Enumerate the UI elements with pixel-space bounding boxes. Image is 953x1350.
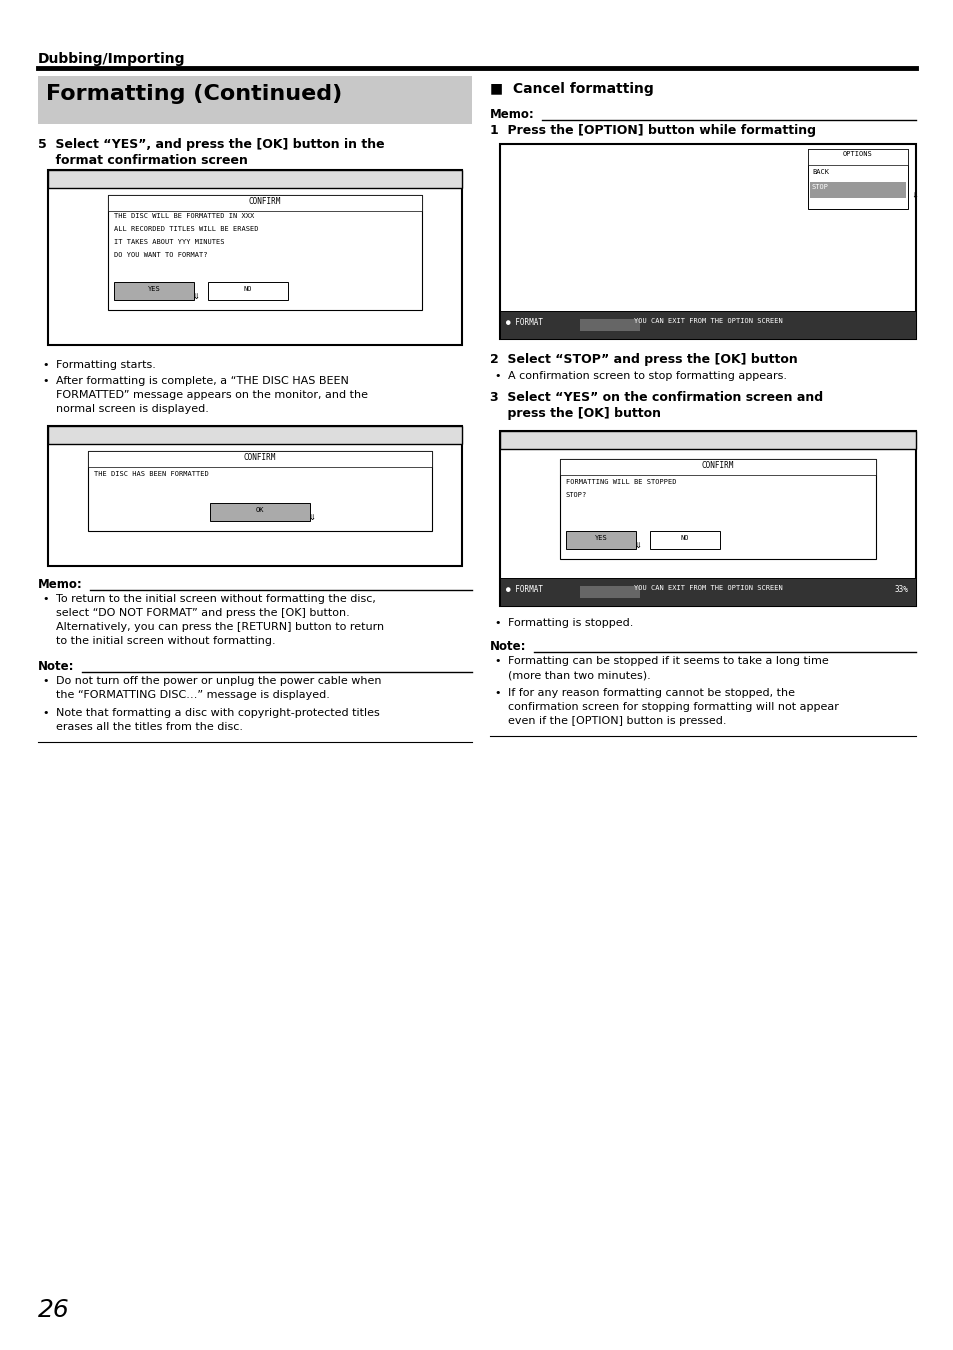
Text: ● FORMAT: ● FORMAT: [505, 585, 542, 594]
Text: THE DISC HAS BEEN FORMATTED: THE DISC HAS BEEN FORMATTED: [94, 471, 209, 477]
Bar: [113, 282, 193, 300]
Bar: [48, 170, 461, 188]
Bar: [559, 459, 875, 559]
Bar: [38, 76, 472, 124]
Text: 5  Select “YES”, and press the [OK] button in the: 5 Select “YES”, and press the [OK] butto…: [38, 138, 384, 151]
Text: •: •: [42, 594, 49, 603]
Text: YOU CAN EXIT FROM THE OPTION SCREEN: YOU CAN EXIT FROM THE OPTION SCREEN: [633, 319, 781, 324]
Text: •: •: [494, 688, 500, 698]
Text: to the initial screen without formatting.: to the initial screen without formatting…: [56, 636, 275, 647]
Text: •: •: [494, 618, 500, 628]
Bar: [48, 170, 461, 346]
Text: Do not turn off the power or unplug the power cable when: Do not turn off the power or unplug the …: [56, 676, 381, 686]
Text: ⇓: ⇓: [193, 292, 199, 301]
Bar: [48, 427, 461, 566]
Text: Note:: Note:: [490, 640, 526, 653]
Text: Note that formatting a disc with copyright-protected titles: Note that formatting a disc with copyrig…: [56, 707, 379, 718]
Bar: [108, 194, 421, 211]
Text: Memo:: Memo:: [38, 578, 83, 591]
Text: normal screen is displayed.: normal screen is displayed.: [56, 404, 209, 414]
Text: 3  Select “YES” on the confirmation screen and: 3 Select “YES” on the confirmation scree…: [490, 392, 822, 404]
Text: OPTIONS: OPTIONS: [842, 151, 872, 157]
Text: YES: YES: [594, 535, 607, 541]
Text: IT TAKES ABOUT YYY MINUTES: IT TAKES ABOUT YYY MINUTES: [113, 239, 224, 244]
Text: FORMATTING WILL BE STOPPED: FORMATTING WILL BE STOPPED: [565, 479, 676, 485]
Bar: [649, 531, 720, 549]
Bar: [807, 148, 907, 165]
Text: •: •: [494, 656, 500, 666]
Text: FORMATTED” message appears on the monitor, and the: FORMATTED” message appears on the monito…: [56, 390, 368, 400]
Text: Formatting starts.: Formatting starts.: [56, 360, 155, 370]
Text: •: •: [42, 707, 49, 718]
Bar: [499, 431, 915, 450]
Text: STOP: STOP: [811, 184, 828, 190]
Text: Formatting (Continued): Formatting (Continued): [46, 84, 342, 104]
Bar: [210, 504, 310, 521]
Bar: [809, 182, 905, 198]
Bar: [88, 451, 432, 531]
Text: •: •: [42, 377, 49, 386]
Text: ■  Cancel formatting: ■ Cancel formatting: [490, 82, 653, 96]
Bar: [499, 431, 915, 606]
Text: 33%: 33%: [893, 585, 907, 594]
Bar: [807, 148, 907, 209]
Text: YES: YES: [148, 286, 160, 292]
Text: If for any reason formatting cannot be stopped, the: If for any reason formatting cannot be s…: [507, 688, 794, 698]
Text: erases all the titles from the disc.: erases all the titles from the disc.: [56, 722, 243, 732]
Text: ⇓: ⇓: [308, 513, 315, 522]
Bar: [499, 310, 915, 339]
Text: the “FORMATTING DISC…” message is displayed.: the “FORMATTING DISC…” message is displa…: [56, 690, 330, 701]
Bar: [499, 578, 915, 606]
Text: format confirmation screen: format confirmation screen: [38, 154, 248, 167]
Text: NO: NO: [244, 286, 252, 292]
Bar: [499, 144, 915, 339]
Text: 2  Select “STOP” and press the [OK] button: 2 Select “STOP” and press the [OK] butto…: [490, 352, 797, 366]
Text: Note:: Note:: [38, 660, 74, 674]
Text: YOU CAN EXIT FROM THE OPTION SCREEN: YOU CAN EXIT FROM THE OPTION SCREEN: [633, 585, 781, 591]
Text: Dubbing/Importing: Dubbing/Importing: [38, 53, 185, 66]
Text: even if the [OPTION] button is pressed.: even if the [OPTION] button is pressed.: [507, 716, 726, 726]
Text: ⇓: ⇓: [910, 190, 917, 200]
Bar: [208, 282, 288, 300]
Text: Formatting can be stopped if it seems to take a long time: Formatting can be stopped if it seems to…: [507, 656, 828, 666]
Bar: [559, 459, 875, 475]
Text: After formatting is complete, a “THE DISC HAS BEEN: After formatting is complete, a “THE DIS…: [56, 377, 349, 386]
Text: Memo:: Memo:: [490, 108, 535, 122]
Bar: [48, 427, 461, 444]
Text: •: •: [42, 676, 49, 686]
Text: press the [OK] button: press the [OK] button: [490, 406, 660, 420]
Bar: [579, 319, 639, 331]
Text: CONFIRM: CONFIRM: [701, 460, 734, 470]
Text: DO YOU WANT TO FORMAT?: DO YOU WANT TO FORMAT?: [113, 252, 208, 258]
Bar: [88, 451, 432, 467]
Text: OK: OK: [255, 508, 264, 513]
Text: 1  Press the [OPTION] button while formatting: 1 Press the [OPTION] button while format…: [490, 124, 815, 136]
Text: select “DO NOT FORMAT” and press the [OK] button.: select “DO NOT FORMAT” and press the [OK…: [56, 608, 350, 618]
Text: BACK: BACK: [811, 169, 828, 176]
Text: ⇓: ⇓: [634, 541, 640, 549]
Text: CONFIRM: CONFIRM: [249, 197, 281, 207]
Text: Formatting is stopped.: Formatting is stopped.: [507, 618, 633, 628]
Text: Alternatively, you can press the [RETURN] button to return: Alternatively, you can press the [RETURN…: [56, 622, 384, 632]
Text: A confirmation screen to stop formatting appears.: A confirmation screen to stop formatting…: [507, 371, 786, 381]
Text: •: •: [42, 360, 49, 370]
Bar: [579, 586, 639, 598]
Text: (more than two minutes).: (more than two minutes).: [507, 670, 650, 680]
Bar: [565, 531, 636, 549]
Text: NO: NO: [680, 535, 688, 541]
Text: CONFIRM: CONFIRM: [244, 454, 276, 462]
Text: 26: 26: [38, 1297, 70, 1322]
Text: ALL RECORDED TITLES WILL BE ERASED: ALL RECORDED TITLES WILL BE ERASED: [113, 225, 258, 232]
Text: ● FORMAT: ● FORMAT: [505, 319, 542, 327]
Text: •: •: [494, 371, 500, 381]
Text: STOP?: STOP?: [565, 491, 587, 498]
Text: THE DISC WILL BE FORMATTED IN XXX: THE DISC WILL BE FORMATTED IN XXX: [113, 213, 254, 219]
Text: To return to the initial screen without formatting the disc,: To return to the initial screen without …: [56, 594, 375, 603]
Text: confirmation screen for stopping formatting will not appear: confirmation screen for stopping formatt…: [507, 702, 838, 711]
Bar: [108, 194, 421, 310]
